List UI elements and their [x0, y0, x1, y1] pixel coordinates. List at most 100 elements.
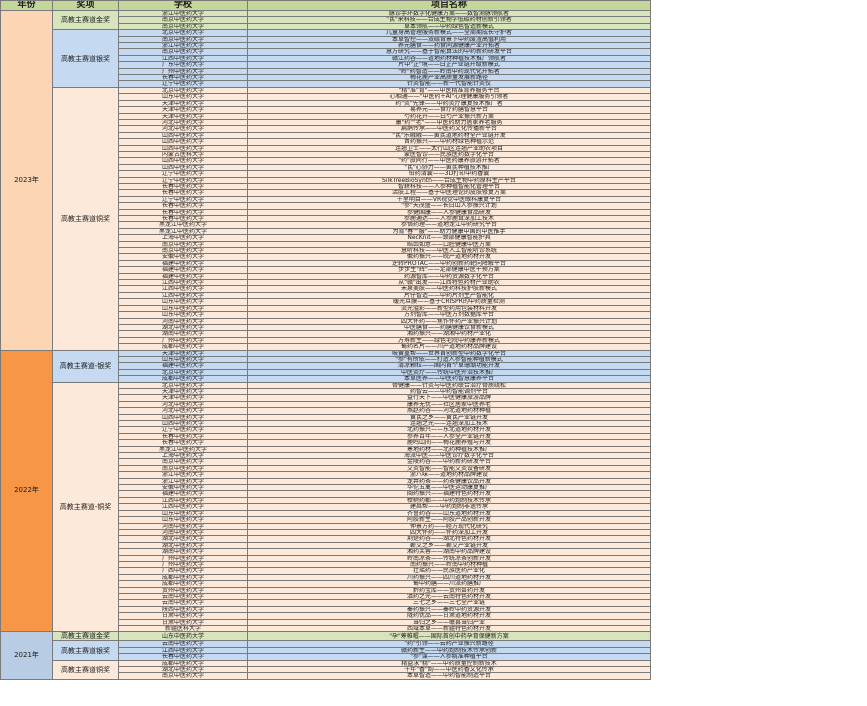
project-cell: 蕲艾之乡——蕲艾产业链开发	[247, 541, 651, 550]
table-row: 甘肃中医药大学 陇药优品——甘肃道地药材开发	[1, 612, 651, 620]
project-cell: 赣江药谷——道地药材种植技术推广领航者	[247, 54, 651, 63]
school-cell: 南京中医药大学	[118, 672, 248, 680]
project-cell: 中医灸疗——传统中医外治技术推广	[247, 368, 651, 377]
project-cell: 岭南凉茶——传统凉茶创新开发	[247, 554, 651, 562]
year-cell: 2023年	[0, 10, 53, 351]
table-row: 成都中医药大学 蜀药名片——川产道地药材品牌建设	[1, 343, 651, 351]
table-row: 广东中医药大学 片中"芷"境——白芷产业链升级新模式	[1, 61, 651, 69]
table-row: 湖南中医药大学 湘药振兴——湖湘中药材产业化	[1, 330, 651, 338]
project-cell: 芍药花开——白芍产业振兴新方案	[247, 112, 651, 120]
table-row: 山西中医药大学 "药"旅同行——中医药康养旅游开拓者	[1, 157, 651, 165]
project-cell: 建昌帮——中药炮制非遗传承	[247, 503, 651, 511]
table-row: 山西中医药大学 晋药振兴——中药材绿色种植示范	[1, 138, 651, 146]
table-row: 南京中医药大学 慧方研究——基于智能算法的中药新药研发平台	[1, 48, 651, 56]
project-cell: 慧方研究——基于智能算法的中药新药研发平台	[247, 48, 651, 56]
project-cell: 梅花鹿产业高质量发展新路径	[247, 74, 651, 82]
project-cell: 康"药""老"——中医药助力居家养老服务	[247, 118, 651, 127]
project-cell: 连翘卫士——太行山区连翘产业助农项目	[247, 144, 651, 152]
table-row: 天津中医药大学 药智云——中药智能调剂平台	[1, 387, 651, 396]
project-cell: 禾泉美肤——中医药科技护肤新模式	[247, 285, 651, 293]
project-cell: 心相通——"中医药+AI"心理健康服务引领者	[247, 93, 651, 101]
table-row: 北京中医药大学 中医灸疗——传统中医外治技术推广	[1, 368, 651, 377]
project-cell: 千年"香"韵——中医药香文化传承	[247, 665, 651, 674]
project-cell: 荆楚药谷——湖北特色药材开发	[247, 535, 651, 543]
project-cell: 万寿新生——绿色宅院中药康养新模式	[247, 336, 651, 345]
project-cell: 伯药清囊——3D打印中药香囊	[247, 170, 651, 178]
table-row: 内蒙古医科大学 蒙医智诊——民族医药数字化平台	[1, 150, 651, 159]
table-row: 南京中医药大学 皓齿如意——口腔健康中医方案	[1, 240, 651, 249]
table-row: 山东中医药大学 暖光旦膜——基于CRISPR的中药质量检测	[1, 298, 651, 306]
table-row: 河南中医药大学 四大怀药——焦作怀药产业振兴计划	[1, 317, 651, 325]
project-cell: "芪"心协力——黄芪种植技术推广	[247, 163, 651, 172]
table-row: 天津中医药大学 益行天下——中医健康旅游品牌	[1, 394, 651, 402]
table-row: 高教主赛道铜奖 北京中医药大学 "精"准"育"——中医精准育养服务平台	[1, 86, 651, 351]
table-row: 黑龙江中医药大学 参悟药理——道地龙江中药研究平台	[1, 221, 651, 229]
project-cell: 海派中医——中医诊疗数字化平台	[247, 451, 651, 460]
project-cell: 四大怀药——怀药深加工开发	[247, 528, 651, 537]
table-row: 山西中医药大学 黄芪之乡——黄芪产业链开发	[1, 413, 651, 422]
table-row: 云南中医药大学 三七之乡——三七全产业链	[1, 599, 651, 607]
table-row: 广州中医药大学 岭南凉茶——传统凉茶创新开发	[1, 554, 651, 562]
project-cell: 川药振兴——四川道地药材开发	[247, 573, 651, 582]
project-cell: 艾灸智能——智能艾灸设备研发	[247, 464, 651, 473]
project-cell: 方剂智库——中医方剂数据库平台	[247, 311, 651, 319]
project-cell: 华佗五禽——中医运动康复推广	[247, 484, 651, 492]
table-row: 广州中医药大学 "岭"药智造——岭南中药现代化开拓者	[1, 67, 651, 76]
project-cell: "芪"乐融融——黄芪道地药材全产业链开发	[247, 131, 651, 140]
project-cell: "精"准"育"——中医精准育养服务平台	[247, 86, 651, 95]
table-row: 河南中医药大学 仲景方药——经方现代化研究	[1, 522, 651, 530]
table-row: 南京中医药大学 草本领航——中药绿色智造新模式	[1, 22, 651, 31]
table-row: 河北中医药大学 康养无忧——社区居家中医养老	[1, 400, 651, 409]
table-row: 山西中医药大学 "芪"心协力——黄芪种植技术推广	[1, 163, 651, 172]
table-row: 高教主赛道铜奖 成都中医药大学 精益求"精"——中药质量控制新技术	[1, 659, 651, 680]
table-row: 河北中医药大学 燕赵药谷——河北道地药材种植	[1, 407, 651, 415]
table-row: 山东中医药大学 阿胶新生——阿胶产品创新开发	[1, 516, 651, 524]
project-cell: 针灸智能——新一代智能针灸仪	[247, 80, 651, 88]
table-row: 甘肃中医药大学 当归之乡——岷县当归产业	[1, 618, 651, 627]
project-cell: 活肤工程——基于中医理论的皮肤修复方案	[247, 189, 651, 197]
table-row: 2023年 高教主赛道金奖 浙江中医药大学 脉诊手环数字化健康方案——数智测脉领航者	[0, 9, 651, 351]
table-row: 浙江中医药大学 龙井药茶——药茶健康饮品开发	[1, 477, 651, 486]
project-cell: 精益求"精"——中药质量控制新技术	[247, 659, 651, 668]
table-row: 南京中医药大学 "芪"来科技——合成生物学低碳药材创新引领者	[1, 16, 651, 24]
table-row: 江西中医药大学 禾泉美肤——中医药科技护肤新模式	[1, 285, 651, 293]
project-cell: 阿胶新生——阿胶产品创新开发	[247, 516, 651, 524]
table-row: 辽宁中医药大学 千里明目——VR视觉中医眼科康复平台	[1, 195, 651, 204]
project-cell: 南药振兴——岭南中药材种植	[247, 560, 651, 569]
project-cell: "药"引领——云药产业振兴新路径	[247, 640, 651, 648]
project-cell: 樟树药都——中药炮制技术传承	[247, 496, 651, 505]
award-cell: 高教主赛道金奖	[52, 9, 119, 31]
table-row: 山东中医药大学 齐鲁药谷——山东道地药材开发	[1, 509, 651, 518]
awards-table: 年份 奖项 学校 项目名称 2023年 高教主赛道金奖 浙江中医药大学 脉诊手环数字化健康方…	[0, 0, 651, 680]
table-row: 广州中医药大学 南药振兴——岭南中药材种植	[1, 560, 651, 569]
project-cell: 三七之乡——三七全产业链	[247, 599, 651, 607]
project-cell: 草本领航——中药绿色智造新模式	[247, 22, 651, 31]
table-row: 山西中医药大学 "芪"乐融融——黄芪道地药材全产业链开发	[1, 131, 651, 140]
project-cell: 齐鲁药谷——山东道地药材开发	[247, 509, 651, 518]
table-row: 高教主赛道银奖 云南中医药大学 "药"引领——云药产业振兴新路径	[1, 640, 651, 661]
table-row: 江西中医药大学 赣江药谷——道地药材种植技术推广领航者	[1, 54, 651, 63]
project-cell: SilkTreeBioSynth——合成生物中药原料生产平台	[247, 176, 651, 185]
table-row: 云南中医药大学 滇药之光——云南特色药材开发	[1, 592, 651, 601]
column-header: 奖项	[52, 0, 119, 11]
project-cell: 易养元——食疗药膳智慧平台	[247, 106, 651, 114]
table-row: 安徽中医药大学 徽药振兴——皖产道地药材开发	[1, 253, 651, 261]
table-row: 江西中医药大学 赣药新生——中药炮制技术传承创新	[1, 646, 651, 655]
project-cell: 龙井药茶——药茶健康饮品开发	[247, 477, 651, 486]
project-cell: 本草智控——双碳背景下中药废渣高值利用	[247, 35, 651, 44]
project-cell: "岭"药智造——岭南中药现代化开拓者	[247, 67, 651, 76]
table-row: 湖北中医药大学 中医膳食——药膳健康饮食新模式	[1, 323, 651, 332]
table-row: 湖北中医药大学 千年"香"韵——中医药香文化传承	[1, 665, 651, 674]
project-cell: 浙八味——道地药材品牌建设	[247, 471, 651, 479]
project-cell: 参健国康——人参健康食品研发	[247, 208, 651, 217]
project-cell: 陇药优品——甘肃道地药材开发	[247, 612, 651, 620]
table-row: 福建中医药大学 步步生"辉"——足部健康中医干预方案	[1, 266, 651, 274]
project-cell: 千里明目——VR视觉中医眼科康复平台	[247, 195, 651, 204]
table-row: 山东中医药大学 方剂智库——中医方剂数据库平台	[1, 311, 651, 319]
table-row: 广州中医药大学 万寿新生——绿色宅院中药康养新模式	[1, 336, 651, 345]
project-cell: 药"灸"先锋——中药灸疗康复技术推广者	[247, 99, 651, 108]
table-row: 上海中医药大学 NecKnit——颈部健康智能护具	[1, 234, 651, 242]
table-row: 山西中医药大学 连翘之光——连翘深加工技术	[1, 419, 651, 428]
project-cell: 仲景方药——经方现代化研究	[247, 522, 651, 530]
project-cell: 从"赣"出发——江西特色药材产业助农	[247, 279, 651, 287]
